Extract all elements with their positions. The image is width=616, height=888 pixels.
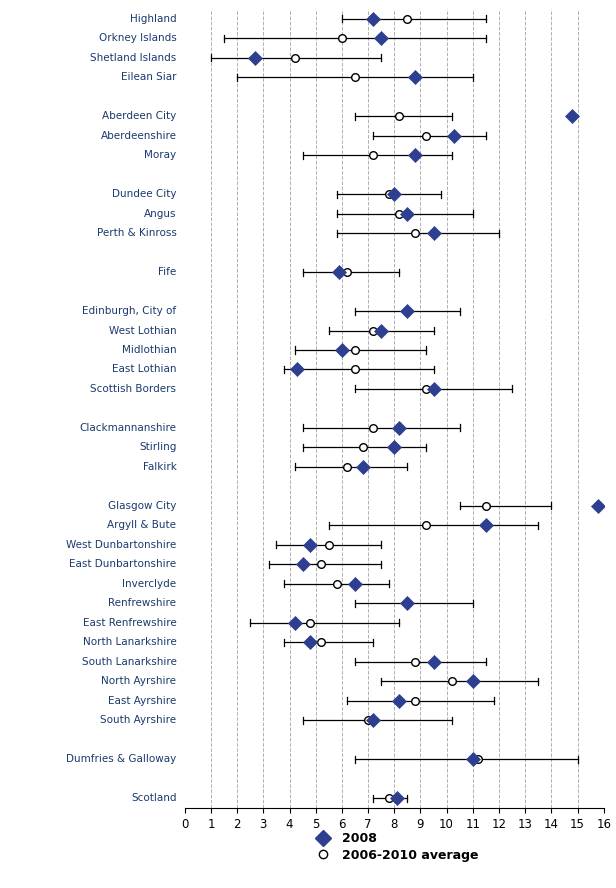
Text: Midlothian: Midlothian: [122, 345, 176, 355]
Text: Dundee City: Dundee City: [112, 189, 176, 199]
Text: Aberdeen City: Aberdeen City: [102, 111, 176, 121]
Text: Orkney Islands: Orkney Islands: [99, 33, 176, 44]
Legend: 2008, 2006-2010 average: 2008, 2006-2010 average: [310, 832, 478, 861]
Text: West Dunbartonshire: West Dunbartonshire: [66, 540, 176, 550]
Text: Highland: Highland: [130, 13, 176, 24]
Text: East Ayrshire: East Ayrshire: [108, 696, 176, 706]
Text: Renfrewshire: Renfrewshire: [108, 599, 176, 608]
Text: East Lothian: East Lothian: [112, 364, 176, 375]
Text: Clackmannanshire: Clackmannanshire: [79, 423, 176, 433]
Text: West Lothian: West Lothian: [109, 326, 176, 336]
Text: Scotland: Scotland: [131, 793, 176, 804]
Text: Scottish Borders: Scottish Borders: [91, 384, 176, 394]
Text: Argyll & Bute: Argyll & Bute: [107, 520, 176, 530]
Text: South Ayrshire: South Ayrshire: [100, 716, 176, 725]
Text: Moray: Moray: [144, 150, 176, 160]
Text: Aberdeenshire: Aberdeenshire: [100, 131, 176, 140]
Text: Inverclyde: Inverclyde: [123, 579, 176, 589]
Text: South Lanarkshire: South Lanarkshire: [81, 657, 176, 667]
Text: Falkirk: Falkirk: [142, 462, 176, 472]
Text: Fife: Fife: [158, 267, 176, 277]
Text: Angus: Angus: [144, 209, 176, 218]
Text: North Lanarkshire: North Lanarkshire: [83, 638, 176, 647]
Text: Eilean Siar: Eilean Siar: [121, 72, 176, 82]
Text: East Renfrewshire: East Renfrewshire: [83, 618, 176, 628]
Text: North Ayrshire: North Ayrshire: [102, 677, 176, 686]
Text: Shetland Islands: Shetland Islands: [90, 52, 176, 63]
Text: Glasgow City: Glasgow City: [108, 501, 176, 511]
Text: Dumfries & Galloway: Dumfries & Galloway: [66, 754, 176, 765]
Text: Perth & Kinross: Perth & Kinross: [97, 228, 176, 238]
Text: Edinburgh, City of: Edinburgh, City of: [83, 306, 176, 316]
Text: Stirling: Stirling: [139, 442, 176, 453]
Text: East Dunbartonshire: East Dunbartonshire: [69, 559, 176, 569]
